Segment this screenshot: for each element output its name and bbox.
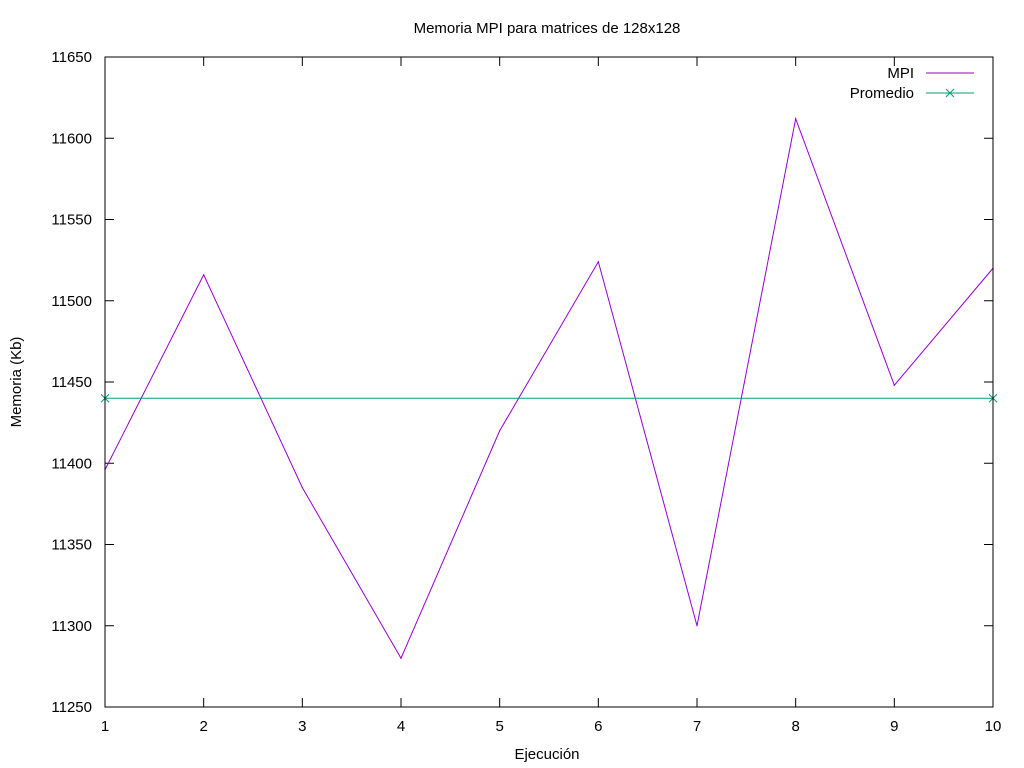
x-axis-label: Ejecución — [514, 746, 579, 763]
y-tick-label: 11300 — [51, 618, 92, 635]
x-tick-label: 3 — [298, 718, 306, 735]
y-tick-label: 11450 — [51, 374, 92, 391]
legend-label-mpi: MPI — [887, 65, 914, 82]
y-tick-label: 11250 — [51, 699, 92, 716]
data-point-mpi — [301, 487, 303, 489]
y-tick-label: 11550 — [51, 212, 92, 229]
x-tick-label: 9 — [890, 718, 898, 735]
x-tick-label: 1 — [101, 718, 109, 735]
legend: MPI Promedio — [850, 65, 974, 102]
plot-frame — [104, 56, 994, 708]
legend-marker-promedio-stroke — [945, 88, 955, 98]
x-tick-label: 6 — [594, 718, 602, 735]
x-tick-label: 8 — [791, 718, 799, 735]
data-point-mpi — [597, 261, 599, 263]
data-point-mpi — [893, 384, 895, 386]
x-tick-label: 2 — [199, 718, 207, 735]
series-line-mpi — [104, 116, 994, 660]
data-point-mpi — [499, 430, 501, 432]
y-tick-label: 11600 — [51, 130, 92, 147]
x-tick-label: 10 — [985, 718, 1002, 735]
y-tick-label: 11400 — [51, 455, 92, 472]
y-axis-label: Memoria (Kb) — [8, 337, 25, 428]
data-point-mpi — [400, 657, 402, 659]
data-point-mpi — [795, 118, 797, 120]
chart-title: Memoria MPI para matrices de 128x128 — [414, 20, 681, 37]
y-tick-label: 11650 — [51, 49, 92, 66]
legend-label-promedio: Promedio — [850, 85, 914, 102]
x-tick-label: 4 — [397, 718, 405, 735]
y-tick-label: 11350 — [51, 537, 92, 554]
x-tick-label: 7 — [693, 718, 701, 735]
data-point-mpi — [696, 625, 698, 627]
legend-marker-promedio — [945, 88, 955, 98]
data-point-mpi — [203, 274, 205, 276]
x-tick-label: 5 — [495, 718, 503, 735]
y-tick-label: 11500 — [51, 293, 92, 310]
